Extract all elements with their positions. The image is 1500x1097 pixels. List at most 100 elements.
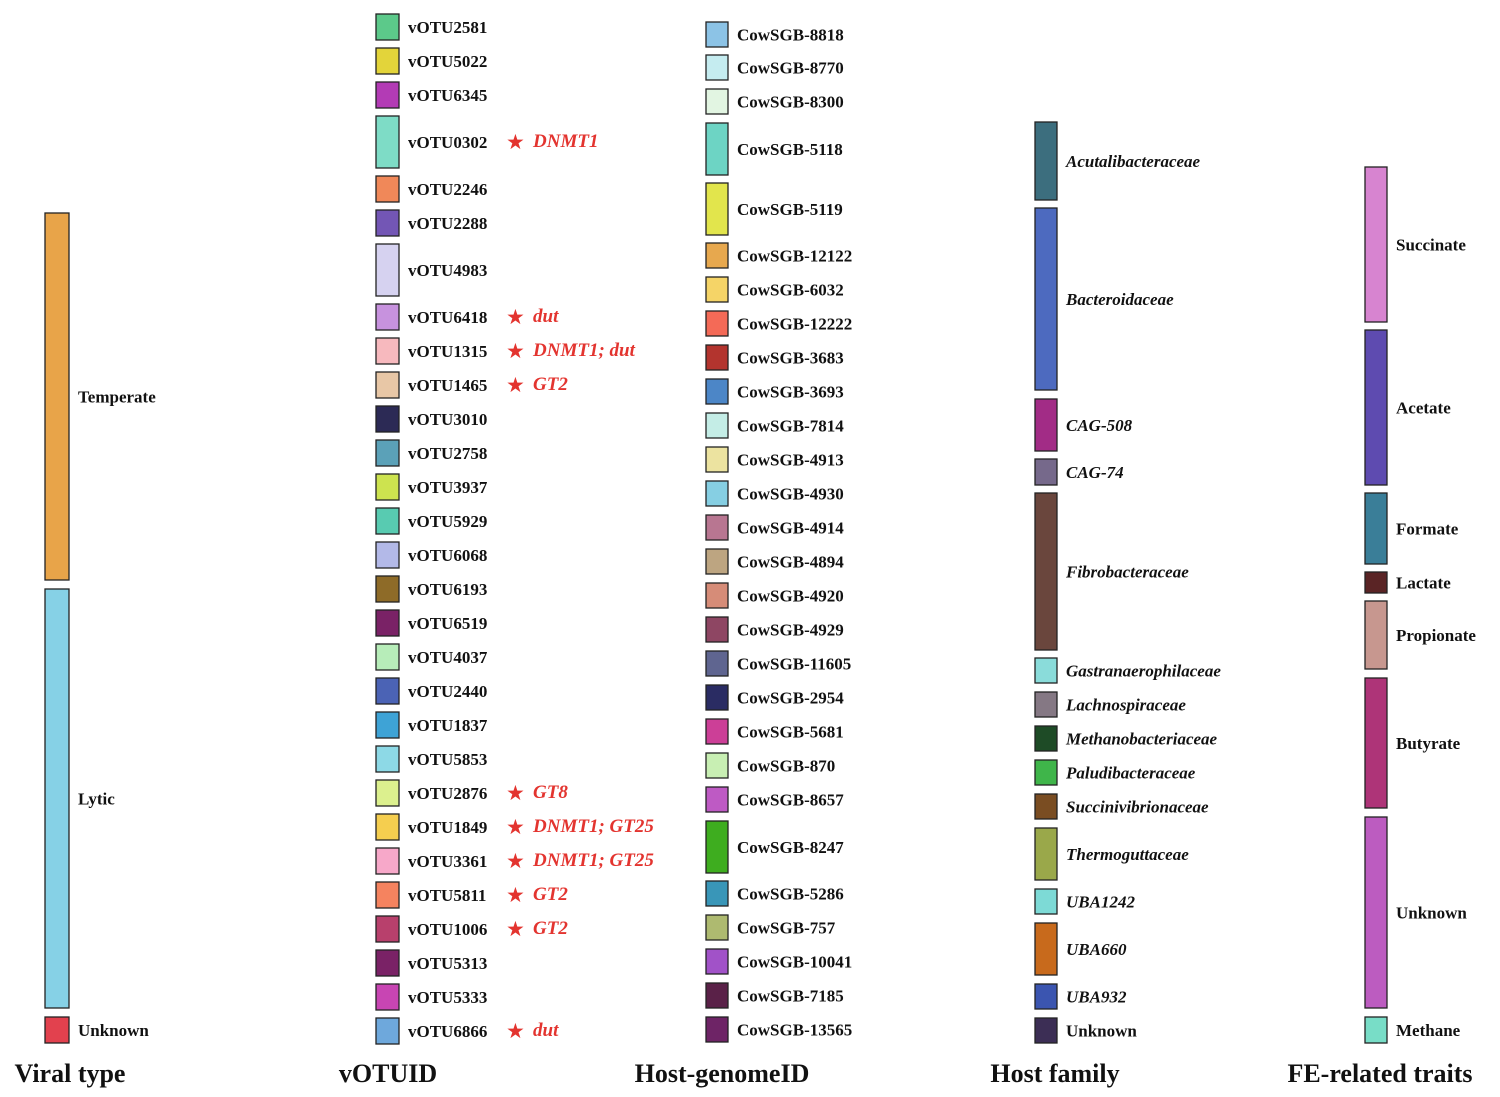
node-host-genome-cowsgb-4914	[705, 514, 729, 541]
node-votu-votu3010	[375, 405, 400, 433]
gene-annotation-votu1849: DNMT1; GT25	[532, 816, 654, 837]
label-votu-votu3010: vOTU3010	[408, 410, 487, 429]
star-icon: ★	[506, 883, 525, 907]
node-votu-votu2758	[375, 439, 400, 467]
link-lytic-to-votu5853	[69, 746, 376, 847]
node-votu-votu1837	[375, 711, 400, 739]
column-title-host-genomeid: Host-genomeID	[635, 1059, 810, 1088]
link-cag-74-to-unknown	[1057, 459, 1365, 855]
label-votu-votu5929: vOTU5929	[408, 512, 487, 531]
node-host-genome-cowsgb-5286	[705, 880, 729, 907]
node-host-family-succinivibrionaceae	[1034, 793, 1058, 820]
link-votu5811-to-cowsgb-5681	[399, 719, 706, 908]
node-host-family-cag-74	[1034, 458, 1058, 486]
node-votu-votu6068	[375, 541, 400, 569]
label-host-family-fibrobacteraceae: Fibrobacteraceae	[1065, 563, 1189, 582]
node-votu-votu0302	[375, 115, 400, 169]
node-votu-votu2581	[375, 13, 400, 41]
column-title-host-family: Host family	[990, 1059, 1119, 1088]
node-votu-votu6418	[375, 303, 400, 331]
link-temperate-to-votu2288	[69, 210, 376, 311]
node-host-genome-cowsgb-13565	[705, 1016, 729, 1043]
node-host-genome-cowsgb-3693	[705, 378, 729, 405]
node-votu-votu1465	[375, 371, 400, 399]
label-votu-votu1849: vOTU1849	[408, 818, 487, 837]
link-lytic-to-votu2581	[69, 14, 376, 621]
node-viral-type-temperate	[44, 212, 70, 581]
node-host-family-methanobacteriaceae	[1034, 725, 1058, 752]
label-host-genome-cowsgb-5681: CowSGB-5681	[737, 723, 844, 742]
link-temperate-to-votu3010	[69, 406, 376, 433]
label-votu-votu2440: vOTU2440	[408, 682, 487, 701]
node-votu-votu2440	[375, 677, 400, 705]
node-traits-butyrate	[1364, 677, 1388, 809]
node-host-genome-cowsgb-4913	[705, 446, 729, 473]
link-lytic-to-votu3937	[69, 474, 376, 686]
label-host-genome-cowsgb-3683: CowSGB-3683	[737, 349, 844, 368]
node-host-family-fibrobacteraceae	[1034, 492, 1058, 651]
label-votu-votu5022: vOTU5022	[408, 52, 487, 71]
column-title-viral-type: Viral type	[15, 1059, 126, 1088]
label-host-genome-cowsgb-5118: CowSGB-5118	[737, 140, 843, 159]
label-traits-propionate: Propionate	[1396, 626, 1476, 645]
label-votu-votu6068: vOTU6068	[408, 546, 487, 565]
label-votu-votu6193: vOTU6193	[408, 580, 487, 599]
node-host-genome-cowsgb-4920	[705, 582, 729, 609]
label-votu-votu4037: vOTU4037	[408, 648, 488, 667]
label-host-genome-cowsgb-4914: CowSGB-4914	[737, 519, 844, 538]
node-host-family-uba660	[1034, 922, 1058, 976]
node-votu-votu5333	[375, 983, 400, 1011]
label-host-genome-cowsgb-8657: CowSGB-8657	[737, 791, 844, 810]
node-host-family-unknown	[1034, 1017, 1058, 1044]
node-traits-succinate	[1364, 166, 1388, 323]
label-votu-votu2246: vOTU2246	[408, 180, 487, 199]
node-votu-votu6866	[375, 1017, 400, 1045]
star-icon: ★	[506, 373, 525, 397]
node-host-genome-cowsgb-8818	[705, 21, 729, 48]
label-host-family-uba660: UBA660	[1066, 940, 1127, 959]
link-temperate-to-votu1849	[69, 531, 376, 840]
node-host-genome-cowsgb-5118	[705, 122, 729, 176]
link-temperate-to-votu4983	[69, 244, 376, 335]
link-bacteroidaceae-to-acetate	[1057, 299, 1365, 408]
label-host-family-uba1242: UBA1242	[1066, 893, 1135, 912]
label-votu-votu6345: vOTU6345	[408, 86, 487, 105]
label-votu-votu0302: vOTU0302	[408, 133, 487, 152]
link-lytic-to-votu1006	[69, 911, 376, 943]
label-votu-votu2581: vOTU2581	[408, 18, 487, 37]
label-host-genome-cowsgb-10041: CowSGB-10041	[737, 953, 852, 972]
label-host-genome-cowsgb-870: CowSGB-870	[737, 757, 835, 776]
node-votu-votu1849	[375, 813, 400, 841]
node-votu-votu6519	[375, 609, 400, 637]
link-temperate-to-votu1315	[69, 338, 376, 384]
star-icon: ★	[506, 130, 525, 154]
label-viral-type-lytic: Lytic	[78, 790, 115, 809]
gene-annotation-votu1006: GT2	[533, 918, 568, 939]
label-host-genome-cowsgb-7814: CowSGB-7814	[737, 417, 844, 436]
label-host-family-succinivibrionaceae: Succinivibrionaceae	[1066, 798, 1209, 817]
node-traits-unknown	[1364, 816, 1388, 1009]
label-host-genome-cowsgb-8300: CowSGB-8300	[737, 93, 844, 112]
link-lytic-to-votu4037	[69, 644, 376, 782]
label-votu-votu6519: vOTU6519	[408, 614, 487, 633]
link-votu2440-to-cowsgb-4914	[399, 515, 706, 704]
node-host-genome-cowsgb-7814	[705, 412, 729, 439]
label-viral-type-temperate: Temperate	[78, 388, 156, 407]
node-host-family-cag-508	[1034, 398, 1058, 452]
label-votu-votu5853: vOTU5853	[408, 750, 487, 769]
label-traits-acetate: Acetate	[1396, 399, 1451, 418]
node-votu-votu5853	[375, 745, 400, 773]
star-icon: ★	[506, 305, 525, 329]
label-traits-methane: Methane	[1396, 1021, 1461, 1040]
star-icon: ★	[506, 339, 525, 363]
link-temperate-to-votu6418	[69, 304, 376, 360]
label-host-family-cag-508: CAG-508	[1066, 416, 1133, 435]
star-icon: ★	[506, 917, 525, 941]
node-votu-votu5811	[375, 881, 400, 909]
label-host-genome-cowsgb-8247: CowSGB-8247	[737, 838, 844, 857]
label-host-family-unknown: Unknown	[1066, 1022, 1137, 1041]
label-traits-succinate: Succinate	[1396, 236, 1466, 255]
gene-annotation-votu1315: DNMT1; dut	[532, 340, 636, 361]
node-host-genome-cowsgb-6032	[705, 276, 729, 303]
